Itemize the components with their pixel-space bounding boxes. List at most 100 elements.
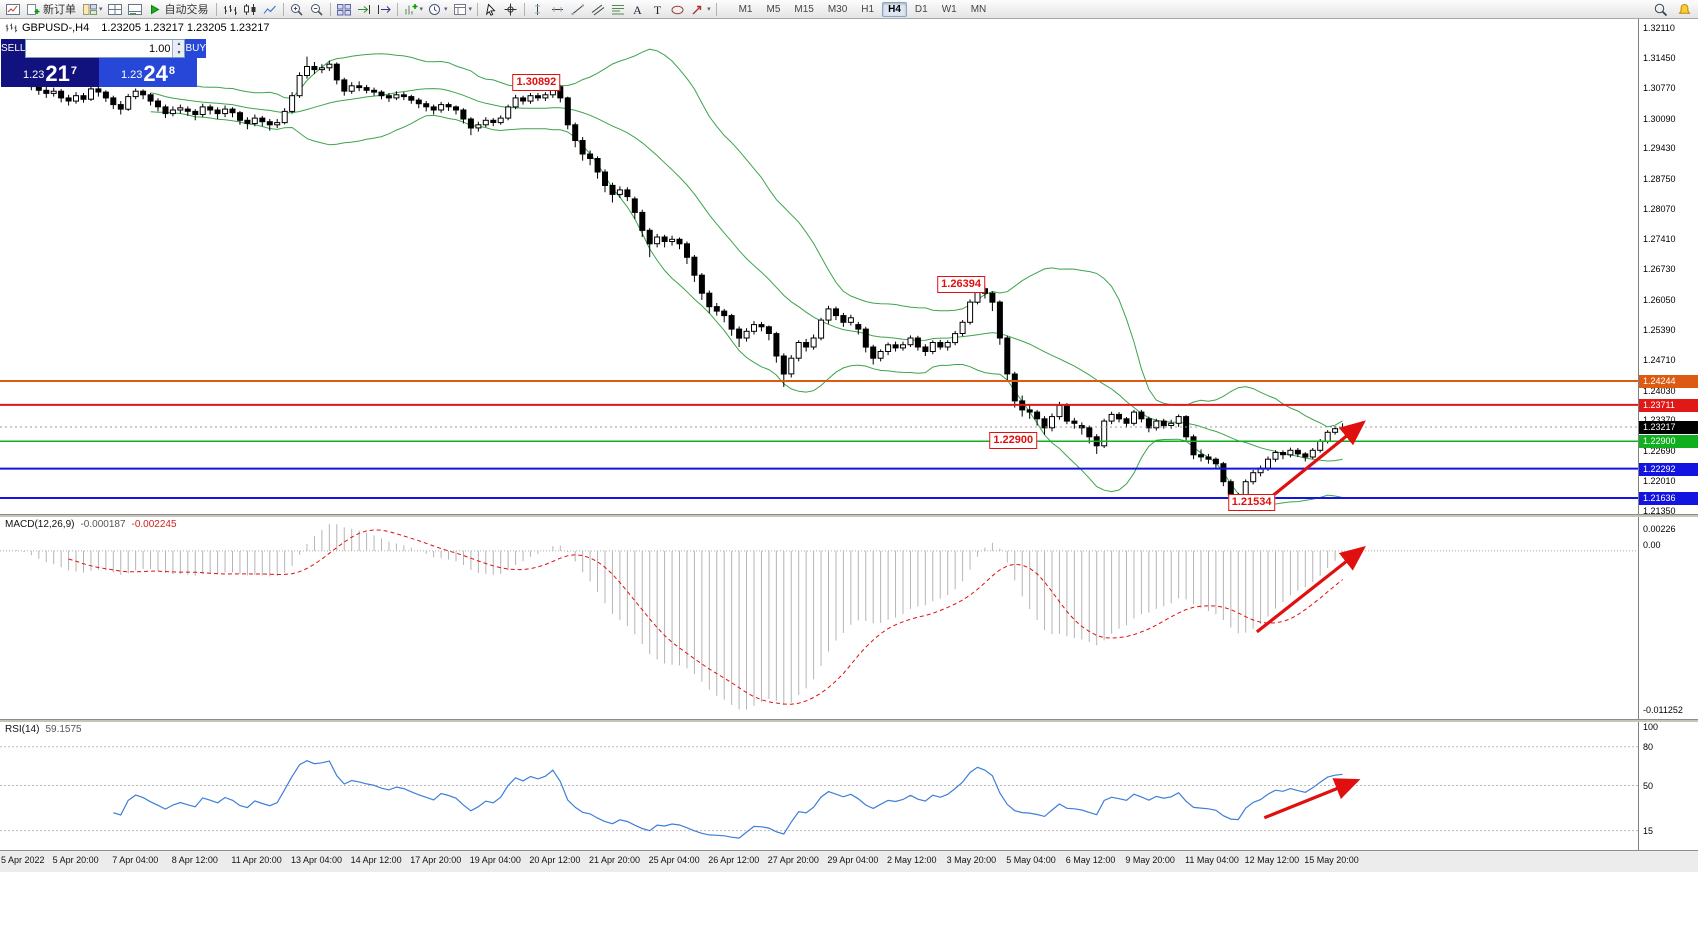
line-chart-button[interactable] <box>260 0 280 19</box>
price-axis[interactable]: 1.32110 1.31450 1.30770 1.30090 1.29430 1.287… <box>1638 18 1698 850</box>
tile-windows-button[interactable] <box>334 0 354 19</box>
price-axis-label: 1.23370 <box>1643 415 1676 425</box>
text-button[interactable]: A <box>628 0 648 19</box>
periods-icon <box>429 3 441 15</box>
fibonacci-button[interactable] <box>608 0 628 19</box>
vertical-line-button[interactable] <box>528 0 548 19</box>
charts-grid-button[interactable] <box>105 0 125 19</box>
time-axis[interactable]: 5 Apr 2022 5 Apr 20:00 7 Apr 04:00 8 Apr 12… <box>0 850 1698 872</box>
volume-decrease-button[interactable]: ▼ <box>173 48 185 57</box>
timeframe-m30[interactable]: M30 <box>827 3 848 15</box>
auto-scroll-icon <box>357 4 370 14</box>
timeframe-mn[interactable]: MN <box>970 3 987 15</box>
symbol-period-label: GBPUSD-,H4 <box>22 21 90 34</box>
plot-area[interactable]: GBPUSD-,H4 1.23205 1.23217 1.23205 1.232… <box>0 18 1638 850</box>
toolbar-separator <box>396 2 398 16</box>
macd-panel[interactable] <box>0 516 1638 719</box>
time-axis-label: 7 Apr 04:00 <box>112 855 159 865</box>
volume-input[interactable] <box>26 40 173 57</box>
indicators-button[interactable]: ▾ <box>401 0 426 19</box>
price-axis-label: 1.24710 <box>1643 355 1676 366</box>
price-axis-label: 1.29430 <box>1643 143 1676 154</box>
timeframe-m1[interactable]: M1 <box>738 3 753 15</box>
candlestick-chart-button[interactable] <box>240 0 260 19</box>
bar-chart-button[interactable] <box>220 0 240 19</box>
timeframe-d1[interactable]: D1 <box>914 3 928 15</box>
toolbar-button-label: 新订单 <box>43 4 76 16</box>
time-axis-label: 11 Apr 20:00 <box>231 855 282 865</box>
trend-arrow[interactable] <box>1255 545 1366 634</box>
channel-button[interactable] <box>588 0 608 19</box>
dropdown-arrow-icon: ▾ <box>468 6 473 13</box>
new-order-button[interactable]: 新订单 <box>23 0 80 19</box>
alerts-button[interactable] <box>1675 0 1695 19</box>
periods-button[interactable]: ▾ <box>425 0 450 19</box>
shapes-button[interactable] <box>668 0 688 19</box>
autotrading-button[interactable]: 自动交易 <box>145 0 213 19</box>
chart-shift-icon <box>377 4 391 14</box>
toolbar-separator <box>215 2 217 16</box>
arrow-styles-button[interactable]: ▾ <box>688 0 713 19</box>
dropdown-arrow-icon: ▾ <box>99 6 103 13</box>
level-price-tag: 1.21636 <box>1639 492 1698 506</box>
main-price-chart[interactable] <box>0 18 1638 514</box>
volume-increase-button[interactable]: ▲ <box>173 40 185 49</box>
timeframe-m15[interactable]: M15 <box>794 3 814 15</box>
bid-point: 7 <box>70 65 78 77</box>
price-annotation[interactable]: 1.30892 <box>512 73 561 91</box>
panel-separator[interactable] <box>0 514 1698 517</box>
search-button[interactable] <box>1651 0 1671 19</box>
buy-price-button[interactable]: 1.23 24 8 <box>99 58 197 87</box>
rsi-axis-label: 80 <box>1643 741 1654 752</box>
buy-button[interactable]: BUY <box>185 39 207 58</box>
price-annotation[interactable]: 1.26394 <box>937 275 985 293</box>
zoom-in-icon <box>290 3 303 16</box>
panel-separator[interactable] <box>0 719 1698 722</box>
main-toolbar: 新订单 ▾ 自动交易 ▾ ▾ ▾ A T ▾ M1 M5 M15 M30 H1 H4 D1 W1 MN <box>0 0 1698 19</box>
label-button[interactable]: T <box>648 0 668 19</box>
cursor-button[interactable] <box>481 0 501 19</box>
trend-arrow[interactable] <box>1270 420 1366 498</box>
chart-window-button[interactable] <box>3 0 23 19</box>
rsi-axis-label: 50 <box>1643 780 1654 791</box>
crosshair-button[interactable] <box>501 0 521 19</box>
level-price-tag: 1.24244 <box>1639 374 1698 388</box>
terminal-button[interactable] <box>125 0 145 19</box>
chart-shift-button[interactable] <box>374 0 394 19</box>
ohlc-values: 1.23205 1.23217 1.23205 1.23217 <box>101 21 270 34</box>
price-axis-label: 1.26730 <box>1643 264 1676 275</box>
bid-prefix: 1.23 <box>22 69 45 81</box>
price-annotation[interactable]: 1.22900 <box>989 432 1038 450</box>
toolbar-right-group <box>1651 0 1698 19</box>
svg-text:T: T <box>654 3 662 17</box>
sell-button[interactable]: SELL <box>1 39 26 58</box>
indicators-icon <box>405 3 418 14</box>
rsi-panel[interactable] <box>0 721 1638 850</box>
profiles-button[interactable]: ▾ <box>80 0 105 19</box>
trend-arrow[interactable] <box>1263 778 1361 820</box>
rsi-name: RSI(14) <box>5 724 40 735</box>
level-price-tag: 1.23711 <box>1639 398 1698 412</box>
timeframe-w1[interactable]: W1 <box>941 3 957 15</box>
timeframe-m5[interactable]: M5 <box>766 3 781 15</box>
time-axis-label: 20 Apr 12:00 <box>529 855 581 865</box>
auto-scroll-button[interactable] <box>354 0 374 19</box>
sell-price-button[interactable]: 1.23 21 7 <box>1 58 99 87</box>
zoom-out-button[interactable] <box>307 0 327 19</box>
horizontal-line-icon <box>552 6 564 12</box>
macd-axis-label: 0.00 <box>1643 539 1661 550</box>
channel-icon <box>591 4 605 15</box>
search-icon <box>1654 3 1668 16</box>
templates-button[interactable]: ▾ <box>450 0 475 19</box>
macd-main-value: -0.000187 <box>80 519 126 530</box>
autotrading-icon <box>150 4 160 14</box>
charts-grid-icon <box>107 3 122 15</box>
timeframe-h4[interactable]: H4 <box>882 1 907 17</box>
toolbar-button-label: 自动交易 <box>164 4 209 16</box>
time-axis-label: 14 Apr 12:00 <box>350 855 402 865</box>
price-annotation[interactable]: 1.21534 <box>1227 493 1276 511</box>
horizontal-line-button[interactable] <box>548 0 568 19</box>
timeframe-h1[interactable]: H1 <box>861 3 875 15</box>
zoom-in-button[interactable] <box>287 0 307 19</box>
trendline-button[interactable] <box>568 0 588 19</box>
